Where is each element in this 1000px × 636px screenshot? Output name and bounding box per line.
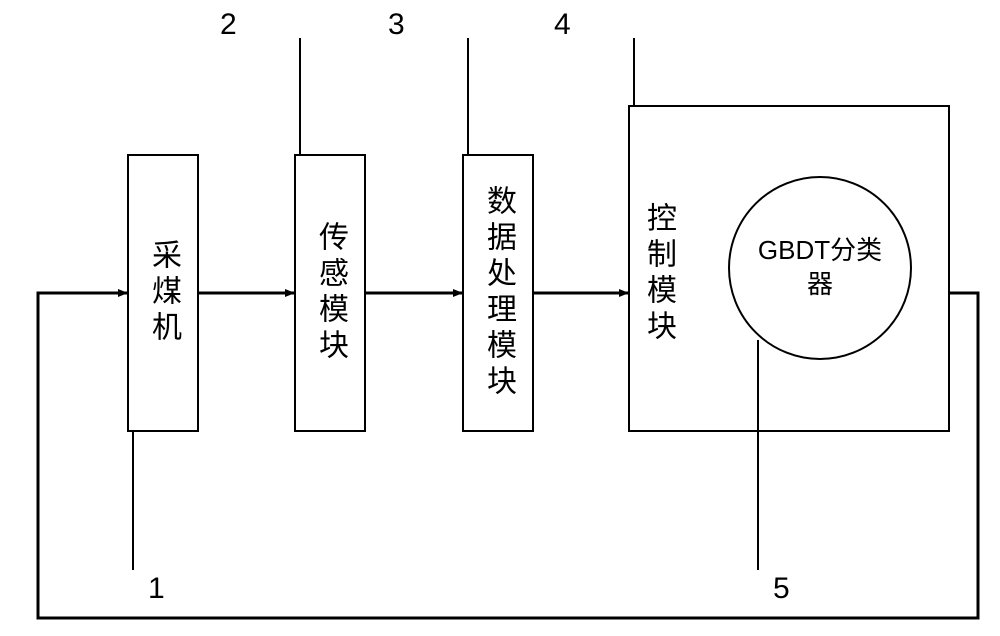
- circle-gbdt-classifier: GBDT分类 器: [728, 176, 912, 360]
- block-control-module-text: 控制模块: [640, 202, 676, 346]
- gbdt-line2: 器: [807, 269, 833, 299]
- block-sensor-module: 传感模块: [294, 154, 366, 432]
- block-coal-shearer: 采煤机: [127, 154, 199, 432]
- label-5: 5: [773, 572, 790, 606]
- block-data-processing: 数据处理模块: [462, 154, 534, 432]
- block-data-processing-text: 数据处理模块: [480, 185, 516, 401]
- diagram-canvas: 采煤机 传感模块 数据处理模块 控制模块 GBDT分类 器 1 2 3 4 5: [0, 0, 1000, 636]
- block-sensor-module-text: 传感模块: [312, 221, 348, 365]
- label-2: 2: [220, 8, 237, 42]
- circle-gbdt-text: GBDT分类 器: [758, 234, 882, 302]
- block-coal-shearer-text: 采煤机: [145, 239, 181, 347]
- label-4: 4: [554, 8, 571, 42]
- gbdt-line1: GBDT分类: [758, 235, 882, 265]
- label-1: 1: [148, 572, 165, 606]
- label-3: 3: [388, 8, 405, 42]
